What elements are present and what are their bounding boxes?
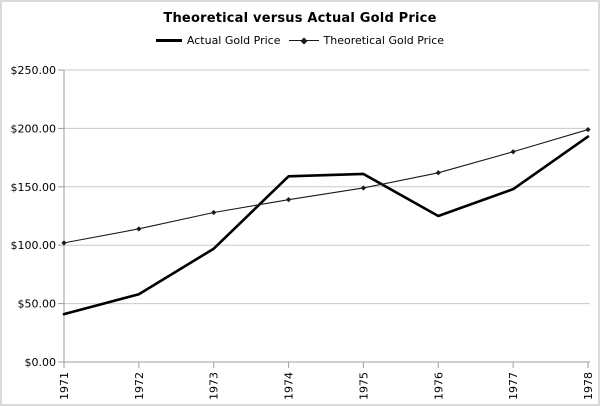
svg-text:1977: 1977 <box>507 372 520 400</box>
legend-label-actual: Actual Gold Price <box>186 34 281 47</box>
svg-text:1975: 1975 <box>357 372 370 400</box>
legend-label-theoretical: Theoretical Gold Price <box>323 34 445 47</box>
svg-text:1974: 1974 <box>283 372 296 400</box>
svg-text:$200.00: $200.00 <box>11 122 57 135</box>
svg-text:1973: 1973 <box>208 372 221 400</box>
actual-line-swatch-icon <box>155 39 182 42</box>
svg-text:1972: 1972 <box>133 372 146 400</box>
legend-item-actual: Actual Gold Price <box>155 34 281 47</box>
svg-text:1976: 1976 <box>432 372 445 400</box>
chart-header: Theoretical versus Actual Gold Price Act… <box>2 2 598 47</box>
theoretical-line-swatch-icon <box>288 36 319 45</box>
chart-legend: Actual Gold Price Theoretical Gold Price <box>2 34 598 47</box>
svg-text:$0.00: $0.00 <box>25 356 57 369</box>
diamond-marker-icon <box>299 36 308 45</box>
svg-text:$50.00: $50.00 <box>18 298 57 311</box>
legend-item-theoretical: Theoretical Gold Price <box>288 34 445 47</box>
svg-text:$100.00: $100.00 <box>11 239 57 252</box>
chart-title: Theoretical versus Actual Gold Price <box>163 11 437 26</box>
svg-text:1971: 1971 <box>58 372 71 400</box>
svg-text:$250.00: $250.00 <box>11 64 57 77</box>
svg-text:$150.00: $150.00 <box>11 181 57 194</box>
svg-text:1978: 1978 <box>582 372 595 400</box>
